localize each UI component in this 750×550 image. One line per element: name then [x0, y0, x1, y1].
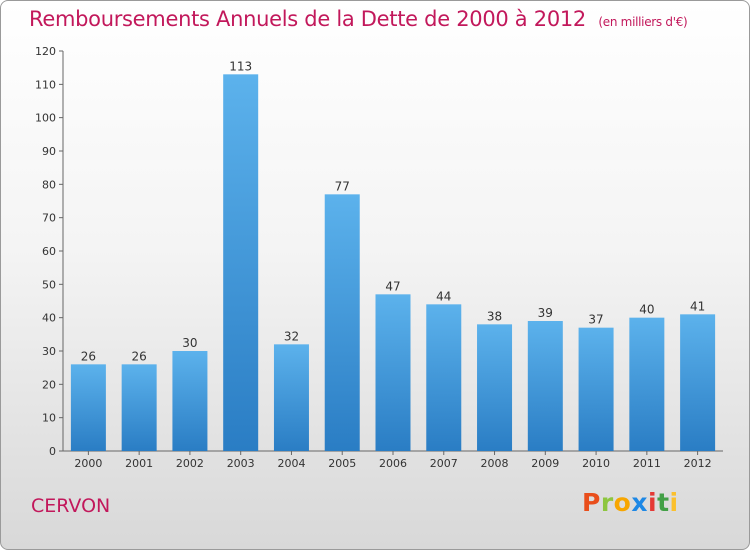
- x-tick-label: 2011: [633, 457, 661, 470]
- bar: [172, 351, 208, 451]
- x-tick-label: 2002: [176, 457, 204, 470]
- data-label: 47: [385, 279, 400, 293]
- x-tick-label: 2009: [531, 457, 559, 470]
- logo-letter: t: [657, 488, 670, 517]
- y-tick-label: 60: [42, 245, 56, 258]
- data-label: 37: [588, 313, 603, 327]
- bar: [680, 314, 716, 451]
- logo-letter: r: [600, 488, 614, 517]
- x-tick-label: 2012: [684, 457, 712, 470]
- chart-title-text: Remboursements Annuels de la Dette de 20…: [29, 7, 586, 31]
- y-tick-label: 50: [42, 278, 56, 291]
- data-label: 44: [436, 289, 451, 303]
- data-label: 77: [335, 179, 350, 193]
- logo-letter: i: [648, 488, 658, 517]
- y-tick-label: 120: [35, 45, 56, 58]
- logo-letter: i: [669, 488, 679, 517]
- axes: 0 10 20 30 40 50 60 70 80 90 100 110 120 2000 2001 2002…: [35, 45, 723, 470]
- y-tick-label: 40: [42, 312, 56, 325]
- data-label: 40: [639, 303, 654, 317]
- bars: [70, 74, 716, 452]
- bar: [375, 294, 411, 451]
- chart-subtitle: (en milliers d'€): [598, 15, 688, 29]
- y-tick-label: 70: [42, 212, 56, 225]
- bar: [477, 324, 513, 451]
- bar: [629, 317, 665, 451]
- x-tick-label: 2006: [379, 457, 407, 470]
- data-label: 38: [487, 309, 502, 323]
- y-tick-label: 0: [49, 445, 56, 458]
- x-tick-label: 2010: [582, 457, 610, 470]
- x-tick-label: 2003: [227, 457, 255, 470]
- x-tick-label: 2008: [481, 457, 509, 470]
- bar: [70, 364, 106, 451]
- commune-name: CERVON: [31, 495, 111, 517]
- data-label: 32: [284, 329, 299, 343]
- y-tick-label: 30: [42, 345, 56, 358]
- y-tick-label: 20: [42, 378, 56, 391]
- y-tick-label: 80: [42, 178, 56, 191]
- bar: [121, 364, 157, 451]
- data-label: 26: [132, 349, 147, 363]
- logo-letter: o: [613, 488, 632, 517]
- bar: [223, 74, 259, 451]
- data-label: 26: [81, 349, 96, 363]
- logo-letter: x: [631, 488, 648, 517]
- y-tick-label: 110: [35, 78, 56, 91]
- bar: [426, 304, 462, 451]
- bar: [273, 344, 309, 451]
- data-label: 30: [182, 336, 197, 350]
- data-label: 113: [229, 59, 252, 73]
- x-tick-label: 2004: [277, 457, 305, 470]
- logo-letter: P: [582, 488, 601, 517]
- bar: [324, 194, 360, 452]
- y-tick-label: 10: [42, 412, 56, 425]
- x-tick-label: 2005: [328, 457, 356, 470]
- x-tick-label: 2007: [430, 457, 458, 470]
- x-tick-label: 2001: [125, 457, 153, 470]
- chart-title: Remboursements Annuels de la Dette de 20…: [29, 7, 688, 31]
- bar: [527, 321, 563, 451]
- y-tick-label: 90: [42, 145, 56, 158]
- proxiti-logo: Proxiti: [582, 488, 679, 517]
- data-labels: 26 26 30 113 32 77 47 44 38 39 37 40 41: [81, 59, 706, 363]
- data-label: 41: [690, 299, 705, 313]
- data-label: 39: [538, 306, 553, 320]
- y-tick-label: 100: [35, 112, 56, 125]
- bar: [578, 327, 614, 451]
- x-tick-label: 2000: [74, 457, 102, 470]
